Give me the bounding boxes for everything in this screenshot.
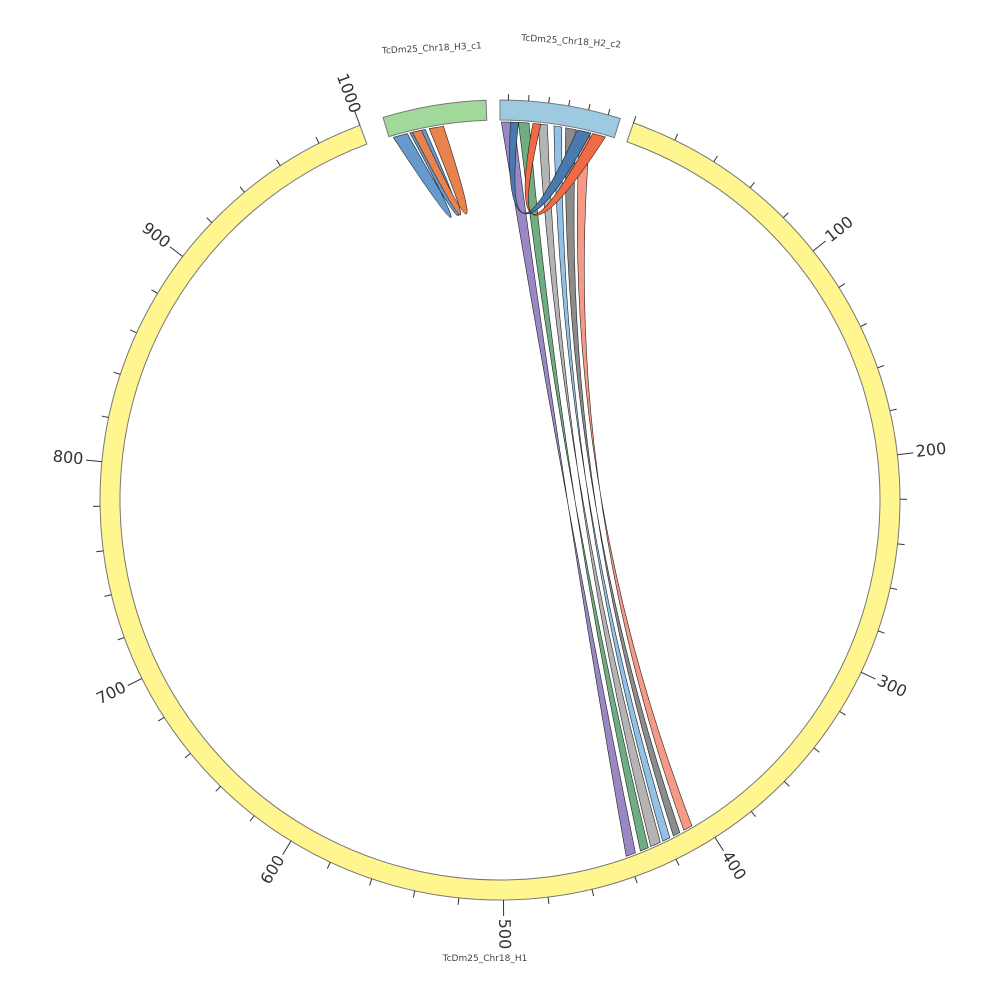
tick-minor: [118, 637, 125, 639]
tick-major: [813, 241, 826, 251]
tick-minor: [890, 409, 897, 411]
tick-minor: [130, 330, 136, 333]
tick-minor: [751, 811, 755, 816]
ticks-layer: [86, 94, 913, 916]
tick-minor: [277, 160, 281, 166]
tick-minor: [96, 551, 103, 552]
tick-minor: [105, 595, 112, 597]
tick-minor: [608, 109, 610, 115]
tick-minor: [548, 897, 549, 904]
tick-label-900: 900: [138, 218, 174, 252]
tick-minor: [569, 100, 570, 106]
tick-minor: [890, 588, 897, 590]
tick-label-400: 400: [718, 848, 750, 884]
tick-minor: [240, 187, 244, 192]
tick-major: [128, 678, 142, 685]
tick-label-800: 800: [52, 446, 84, 468]
tick-label-300: 300: [874, 671, 910, 701]
segment-tcdm25-chr18-h1: [100, 123, 900, 900]
tick-minor: [592, 889, 594, 896]
tick-minor: [634, 116, 636, 123]
tick-minor: [152, 290, 158, 294]
tick-label-200: 200: [915, 439, 948, 461]
tick-minor: [589, 104, 590, 110]
tick-major: [283, 841, 291, 855]
tick-minor: [714, 156, 718, 162]
tick-minor: [327, 862, 330, 868]
tick-minor: [878, 631, 885, 633]
tick-minor: [158, 717, 164, 721]
tick-label-100: 100: [821, 212, 857, 246]
tick-minor: [898, 544, 905, 545]
tick-minor: [878, 365, 885, 367]
tick-major: [354, 110, 360, 125]
tick-label-600: 600: [256, 852, 288, 888]
tick-minor: [675, 134, 678, 140]
tick-minor: [207, 218, 212, 223]
tick-minor: [840, 711, 846, 715]
tick-minor: [458, 898, 459, 905]
tick-minor: [370, 879, 372, 886]
tick-minor: [102, 416, 109, 417]
tick-major: [715, 837, 724, 850]
segment-label-tcdm25-chr18-h3-c1: TcDm25_Chr18_H3_c1: [381, 41, 482, 56]
links-layer: [393, 122, 692, 856]
tick-minor: [635, 877, 637, 884]
tick-major: [897, 453, 913, 455]
tick-major: [86, 460, 102, 462]
tick-minor: [784, 781, 789, 786]
segments-layer: [100, 100, 900, 900]
tick-minor: [549, 97, 550, 103]
tick-minor: [814, 748, 819, 752]
segment-label-tcdm25-chr18-h2-c2: TcDm25_Chr18_H2_c2: [520, 33, 621, 50]
tick-minor: [839, 284, 845, 288]
tick-label-500: 500: [495, 919, 514, 950]
tick-major: [861, 672, 875, 679]
tick-minor: [216, 786, 221, 791]
tick-minor: [860, 324, 866, 327]
segment-label-tcdm25-chr18-h1: TcDm25_Chr18_H1: [442, 954, 528, 964]
tick-minor: [185, 753, 190, 757]
tick-minor: [783, 213, 788, 218]
labels-layer: 100 200 300 400 500 600 700 800 900 1000 TcDm25_Ch…: [52, 33, 947, 964]
tick-minor: [250, 816, 254, 822]
tick-label-700: 700: [93, 677, 129, 708]
tick-minor: [413, 891, 414, 898]
tick-minor: [114, 372, 121, 374]
tick-label-1000: 1000: [333, 71, 365, 116]
tick-major: [170, 247, 183, 257]
tick-minor: [316, 137, 319, 143]
tick-minor: [750, 182, 754, 187]
tick-minor: [676, 859, 679, 865]
